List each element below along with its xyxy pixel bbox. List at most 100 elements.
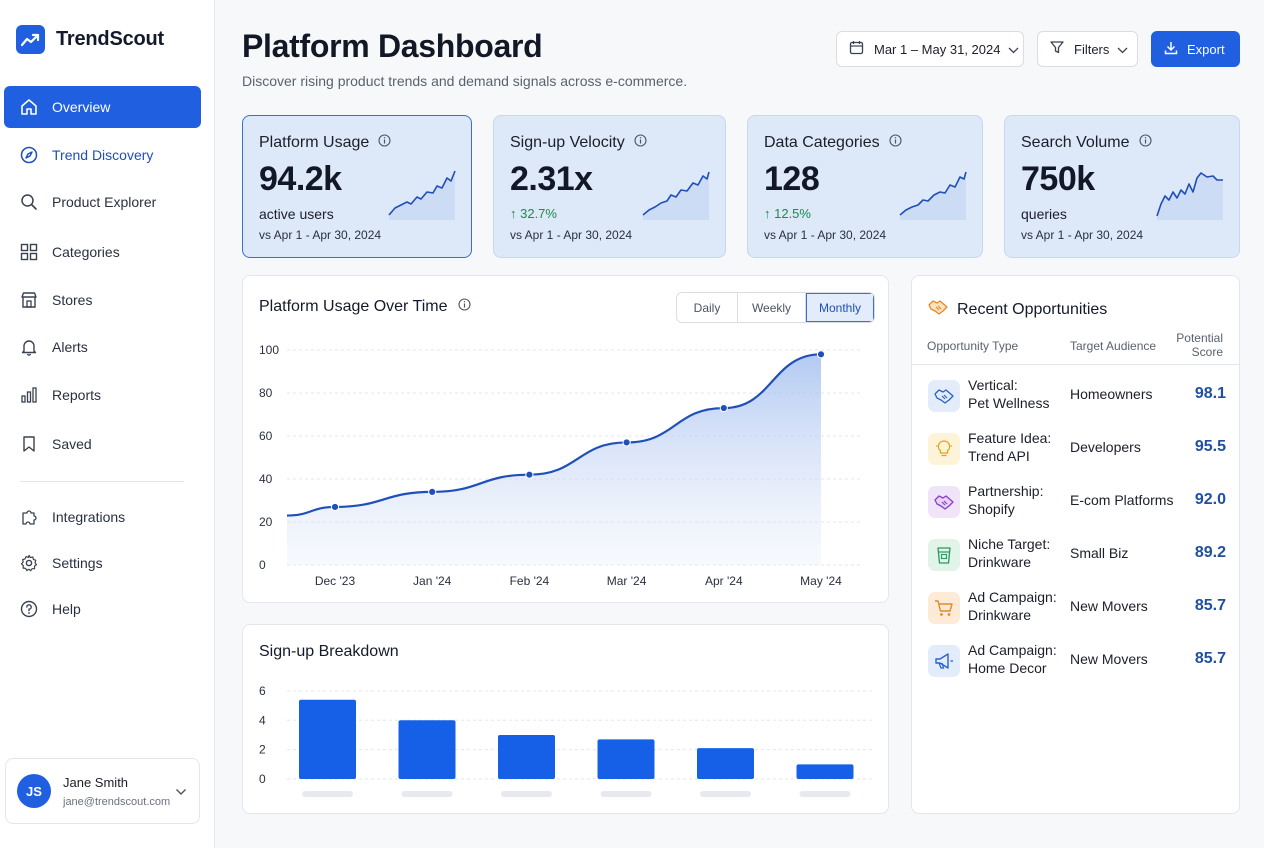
kpi-title-text: Sign-up Velocity bbox=[510, 134, 625, 151]
user-name: Jane Smith bbox=[63, 774, 129, 790]
trend-logo-icon bbox=[16, 25, 45, 54]
opportunity-type-line2: Drinkware bbox=[968, 554, 1032, 570]
y-tick-label: 20 bbox=[259, 515, 273, 529]
table-row[interactable]: Vertical: Pet Wellness Homeowners 98.1 bbox=[926, 374, 1226, 420]
megaphone-icon bbox=[928, 645, 960, 677]
sidebar-item-label: Trend Discovery bbox=[52, 147, 154, 163]
data-point bbox=[428, 487, 437, 496]
table-row[interactable]: Partnership: Shopify E-com Platforms 92.0 bbox=[926, 480, 1226, 526]
sparkline bbox=[642, 171, 710, 220]
kpi-card-search-volume[interactable]: Search Volume 750k queries vs Apr 1 - Ap… bbox=[1004, 115, 1240, 258]
handshake-icon bbox=[928, 486, 960, 518]
table-row[interactable]: Niche Target: Drinkware Small Biz 89.2 bbox=[926, 533, 1226, 579]
sparkline bbox=[1156, 172, 1223, 220]
sidebar-item-alerts[interactable]: Alerts bbox=[4, 326, 201, 368]
x-tick-label: Apr '24 bbox=[705, 574, 743, 588]
table-row[interactable]: Feature Idea: Trend API Developers 95.5 bbox=[926, 427, 1226, 473]
opportunity-type: Ad Campaign: Drinkware bbox=[968, 588, 1057, 624]
kpi-compare: vs Apr 1 - Apr 30, 2024 bbox=[510, 228, 633, 242]
opportunity-type-line1: Ad Campaign: bbox=[968, 589, 1057, 605]
kpi-title: Search Volume bbox=[1021, 134, 1152, 152]
kpi-change: ↑ 12.5% bbox=[764, 206, 811, 221]
x-tick-label: Dec '23 bbox=[315, 574, 356, 588]
filters-label: Filters bbox=[1074, 41, 1110, 57]
store-icon bbox=[19, 290, 39, 310]
kpi-value: 128 bbox=[764, 160, 820, 198]
kpi-card-platform-usage[interactable]: Platform Usage 94.2k active users vs Apr… bbox=[242, 115, 472, 258]
potential-score: 98.1 bbox=[1194, 385, 1226, 402]
x-tick-placeholder bbox=[600, 791, 652, 797]
sidebar-item-stores[interactable]: Stores bbox=[4, 279, 201, 321]
lightbulb-icon bbox=[928, 433, 960, 465]
sidebar-item-settings[interactable]: Settings bbox=[4, 542, 201, 584]
sidebar-item-reports[interactable]: Reports bbox=[4, 374, 201, 416]
area-fill bbox=[287, 354, 821, 565]
export-button[interactable]: Export bbox=[1151, 31, 1240, 67]
opportunity-type-line2: Trend API bbox=[968, 448, 1030, 464]
info-icon[interactable] bbox=[634, 134, 647, 152]
bell-icon bbox=[19, 337, 39, 357]
user-menu[interactable]: JS Jane Smith jane@trendscout.com bbox=[5, 758, 200, 824]
sidebar-item-overview[interactable]: Overview bbox=[4, 86, 201, 128]
sidebar-item-label: Settings bbox=[52, 555, 103, 571]
search-icon bbox=[19, 192, 39, 212]
grid-icon bbox=[19, 242, 39, 262]
sidebar-item-label: Overview bbox=[52, 99, 111, 115]
export-label: Export bbox=[1187, 41, 1225, 57]
info-icon[interactable] bbox=[889, 134, 902, 152]
brand[interactable]: TrendScout bbox=[16, 25, 164, 54]
tab-daily[interactable]: Daily bbox=[677, 293, 738, 322]
avatar: JS bbox=[17, 774, 51, 808]
bar bbox=[697, 748, 754, 779]
potential-score: 85.7 bbox=[1194, 597, 1226, 614]
sidebar-item-integrations[interactable]: Integrations bbox=[4, 496, 201, 538]
target-audience: Homeowners bbox=[1070, 386, 1153, 402]
sidebar-item-help[interactable]: Help bbox=[4, 588, 201, 630]
home-icon bbox=[19, 97, 39, 117]
sidebar-divider bbox=[20, 481, 184, 482]
potential-score: 95.5 bbox=[1194, 438, 1226, 455]
kpi-title-text: Platform Usage bbox=[259, 134, 370, 151]
col-header-audience: Target Audience bbox=[1070, 339, 1157, 353]
brand-name: TrendScout bbox=[56, 28, 165, 50]
usage-chart-panel: Platform Usage Over Time Daily Weekly Mo… bbox=[242, 275, 889, 603]
kpi-compare: vs Apr 1 - Apr 30, 2024 bbox=[1021, 228, 1144, 242]
signup-chart-title: Sign-up Breakdown bbox=[259, 643, 399, 660]
date-range-picker[interactable]: Mar 1 – May 31, 2024 bbox=[836, 31, 1024, 67]
potential-score: 89.2 bbox=[1194, 544, 1226, 561]
info-icon[interactable] bbox=[378, 134, 391, 152]
tab-weekly[interactable]: Weekly bbox=[738, 293, 806, 322]
table-row[interactable]: Ad Campaign: Home Decor New Movers 85.7 bbox=[926, 639, 1226, 685]
chevron-down-icon[interactable] bbox=[175, 783, 187, 801]
x-tick-label: May '24 bbox=[800, 574, 842, 588]
compass-icon bbox=[19, 145, 39, 165]
info-icon[interactable] bbox=[1138, 134, 1152, 152]
bar bbox=[796, 764, 854, 779]
kpi-value: 94.2k bbox=[259, 160, 342, 198]
y-tick-label: 2 bbox=[259, 743, 266, 757]
sidebar-item-saved[interactable]: Saved bbox=[4, 423, 201, 465]
cup-icon bbox=[928, 539, 960, 571]
sidebar-item-product-explorer[interactable]: Product Explorer bbox=[4, 181, 201, 223]
filters-button[interactable]: Filters bbox=[1037, 31, 1138, 67]
panel-title-text: Recent Opportunities bbox=[957, 300, 1108, 318]
sidebar-item-trend-discovery[interactable]: Trend Discovery bbox=[4, 134, 201, 176]
sidebar-item-label: Categories bbox=[52, 244, 120, 260]
usage-line-chart: 0 20 40 60 80 100 Dec '23 Jan '24 Feb '24 Mar '24… bbox=[259, 343, 863, 588]
opportunity-type-line1: Feature Idea: bbox=[968, 430, 1052, 446]
table-header-divider bbox=[912, 364, 1239, 365]
sidebar-item-categories[interactable]: Categories bbox=[4, 231, 201, 273]
kpi-card-signup-velocity[interactable]: Sign-up Velocity 2.31x ↑ 32.7% vs Apr 1 … bbox=[493, 115, 726, 258]
table-row[interactable]: Ad Campaign: Drinkware New Movers 85.7 bbox=[926, 586, 1226, 632]
opportunity-type-line1: Ad Campaign: bbox=[968, 642, 1057, 658]
chevron-down-icon bbox=[1117, 42, 1128, 57]
bookmark-icon bbox=[19, 434, 39, 454]
opportunity-type-line1: Niche Target: bbox=[968, 536, 1051, 552]
info-icon[interactable] bbox=[457, 298, 471, 316]
kpi-card-data-categories[interactable]: Data Categories 128 ↑ 12.5% vs Apr 1 - A… bbox=[747, 115, 983, 258]
tab-monthly[interactable]: Monthly bbox=[806, 293, 874, 322]
x-tick-placeholder bbox=[501, 791, 552, 797]
sidebar: TrendScout Overview Trend Discovery Prod… bbox=[0, 0, 215, 848]
gear-icon bbox=[19, 553, 39, 573]
calendar-icon bbox=[849, 40, 864, 58]
